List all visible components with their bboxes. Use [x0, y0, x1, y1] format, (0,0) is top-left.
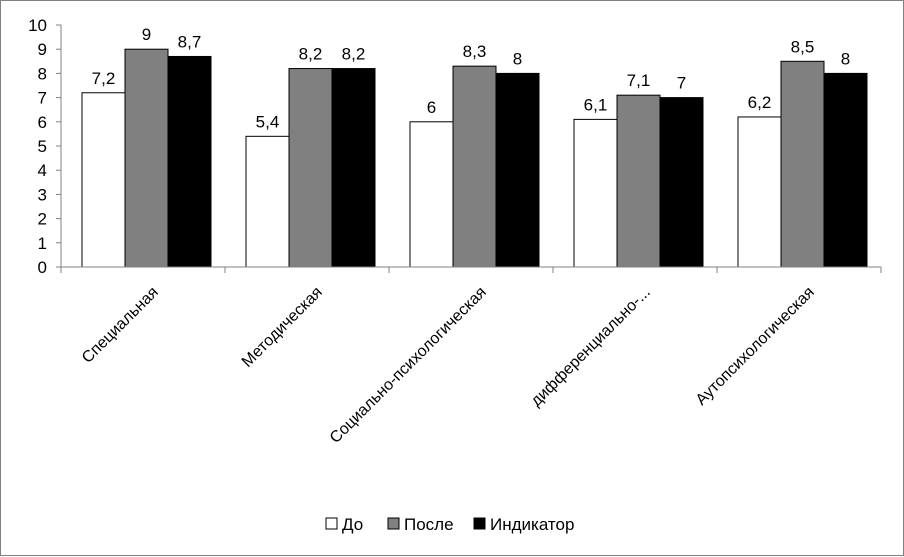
bar-indikator [331, 68, 376, 268]
bar-do [573, 118, 618, 268]
y-tick-label: 3 [38, 185, 47, 204]
category-label: дифференциально-... [528, 284, 654, 410]
bar-do [409, 121, 454, 268]
data-label: 5,4 [256, 112, 280, 131]
y-tick-label: 10 [28, 16, 47, 35]
y-tick-label: 9 [38, 40, 47, 59]
category-label: Специальная [79, 284, 162, 367]
data-label: 8,3 [463, 42, 487, 61]
bar-do [81, 92, 126, 268]
data-label: 9 [142, 25, 151, 44]
bar-indikator [659, 97, 704, 268]
legend-swatch [387, 517, 400, 530]
data-label: 6 [427, 98, 436, 117]
data-label: 7,1 [627, 71, 651, 90]
bar-posle [452, 65, 497, 268]
legend-label: После [404, 515, 454, 534]
bar-posle [288, 68, 333, 268]
bar-do [245, 135, 290, 268]
data-label: 8,5 [791, 37, 815, 56]
bar-indikator [167, 55, 212, 268]
legend-label: Индикатор [490, 515, 574, 534]
y-tick-label: 2 [38, 210, 47, 229]
y-tick-label: 4 [38, 161, 47, 180]
legend-swatch [473, 517, 486, 530]
category-label: Аутопсихологическая [693, 284, 818, 409]
y-tick-label: 0 [38, 258, 47, 277]
y-tick-label: 6 [38, 113, 47, 132]
y-tick-label: 1 [38, 234, 47, 253]
bar-posle [780, 60, 825, 268]
category-label: Методическая [239, 284, 326, 371]
bar-indikator [823, 72, 868, 268]
y-tick-label: 8 [38, 64, 47, 83]
data-label: 8 [841, 49, 850, 68]
data-label: 8 [513, 49, 522, 68]
data-label: 6,1 [584, 95, 608, 114]
legend-swatch [325, 517, 338, 530]
y-tick-label: 7 [38, 89, 47, 108]
bar-posle [616, 94, 661, 268]
data-label: 7,2 [92, 69, 116, 88]
y-tick-label: 5 [38, 137, 47, 156]
category-label: Социально-психологическая [327, 284, 490, 447]
data-label: 7 [677, 74, 686, 93]
data-label: 8,2 [299, 45, 323, 64]
bar-posle [124, 48, 169, 268]
data-label: 8,2 [342, 45, 366, 64]
bar-indikator [495, 72, 540, 268]
data-label: 8,7 [178, 32, 202, 51]
data-label: 6,2 [748, 93, 772, 112]
legend-label: До [342, 515, 363, 534]
bar-do [737, 116, 782, 268]
